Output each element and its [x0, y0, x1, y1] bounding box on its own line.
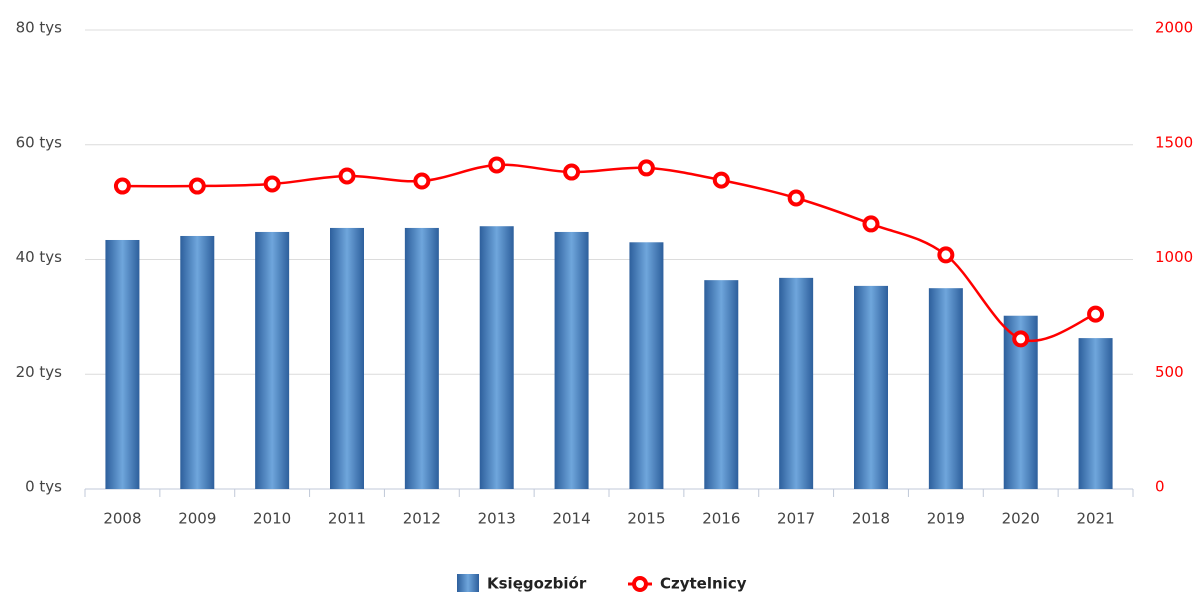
- bar: [404, 227, 439, 489]
- x-tick-label: 2009: [178, 510, 216, 528]
- x-tick-label: 2013: [478, 510, 516, 528]
- legend-swatch: [457, 574, 479, 592]
- y-tick-label: 0 tys: [25, 478, 62, 496]
- line-marker: [637, 159, 655, 177]
- line-marker: [1012, 330, 1030, 348]
- x-tick-label: 2019: [927, 510, 965, 528]
- line-marker: [263, 175, 281, 193]
- bar: [704, 280, 739, 489]
- bar: [928, 288, 963, 489]
- y2-tick-label: 500: [1155, 363, 1184, 381]
- line-marker: [338, 167, 356, 185]
- y-tick-label: 40 tys: [16, 248, 63, 266]
- line-marker: [787, 189, 805, 207]
- y2-tick-label: 1000: [1155, 248, 1193, 266]
- line-marker: [413, 172, 431, 190]
- bar: [554, 231, 589, 489]
- bar: [180, 235, 215, 489]
- y-tick-label: 80 tys: [16, 19, 63, 37]
- line-marker: [862, 215, 880, 233]
- line-marker: [488, 156, 506, 174]
- x-tick-label: 2014: [552, 510, 590, 528]
- y2-tick-label: 2000: [1155, 19, 1193, 37]
- line-marker: [113, 177, 131, 195]
- bar: [1078, 338, 1113, 489]
- x-tick-label: 2015: [627, 510, 665, 528]
- line-marker: [1087, 305, 1105, 323]
- x-tick-label: 2011: [328, 510, 366, 528]
- x-tick-label: 2020: [1002, 510, 1040, 528]
- y2-tick-label: 1500: [1155, 133, 1193, 151]
- x-tick-label: 2012: [403, 510, 441, 528]
- x-tick-label: 2008: [103, 510, 141, 528]
- bar: [629, 242, 664, 489]
- legend-marker: [632, 576, 648, 592]
- x-tick-label: 2017: [777, 510, 815, 528]
- x-tick-label: 2021: [1076, 510, 1114, 528]
- bar: [854, 285, 888, 489]
- x-tick-label: 2016: [702, 510, 740, 528]
- line-marker: [937, 246, 955, 264]
- y-tick-label: 60 tys: [16, 133, 63, 151]
- line-marker: [563, 163, 581, 181]
- bar: [255, 231, 290, 489]
- bar: [779, 277, 814, 489]
- legend-label: Czytelnicy: [660, 575, 747, 593]
- bar: [479, 226, 514, 489]
- line-marker: [712, 171, 730, 189]
- bar: [105, 239, 140, 489]
- x-tick-label: 2010: [253, 510, 291, 528]
- y2-tick-label: 0: [1155, 478, 1165, 496]
- legend-label: Księgozbiór: [487, 575, 587, 593]
- line-marker: [188, 177, 206, 195]
- bar: [330, 227, 364, 489]
- x-tick-label: 2018: [852, 510, 890, 528]
- y-tick-label: 20 tys: [16, 363, 63, 381]
